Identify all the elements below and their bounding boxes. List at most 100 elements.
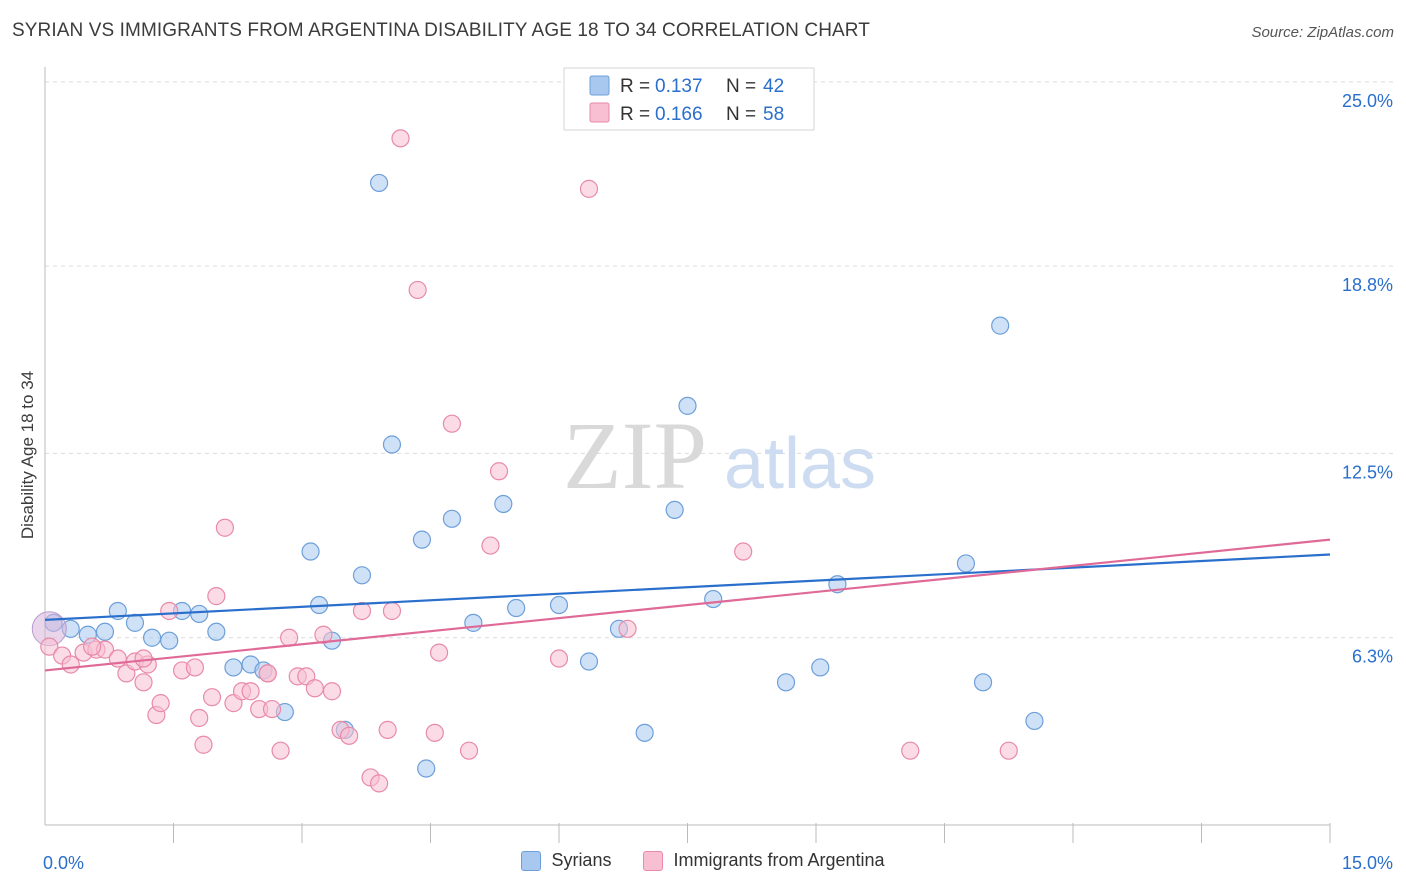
legend-swatch-argentina	[589, 102, 610, 123]
argentina-point-19	[215, 518, 234, 537]
argentina-point-30	[305, 679, 324, 698]
argentina-point-47	[549, 649, 569, 668]
argentina-point-17	[202, 688, 222, 707]
syrian-point-31	[635, 723, 654, 742]
trend-lines	[44, 538, 1331, 672]
argentina-trend-line	[44, 538, 1331, 672]
argentina-point-16	[194, 735, 213, 754]
legend-r-value-0: 0.137	[655, 76, 703, 97]
syrian-point-15	[301, 542, 320, 561]
argentina-point-56	[83, 637, 102, 656]
argentina-point-43	[442, 414, 462, 433]
syrian-point-9	[190, 604, 209, 624]
syrian-point-39	[973, 673, 993, 692]
syrian-point-10	[207, 622, 226, 641]
syrian-point-22	[412, 530, 432, 549]
argentina-point-46	[489, 462, 509, 481]
argentina-point-18	[207, 587, 226, 606]
series-argentina	[40, 129, 1018, 793]
legend-n-value-1: 58	[763, 104, 784, 125]
legend-swatch-argentina-bottom	[643, 850, 664, 871]
syrian-point-28	[549, 595, 569, 615]
y-tick-label-3: 25.0%	[1342, 91, 1393, 111]
syrian-point-33	[678, 396, 697, 415]
syrian-point-6	[142, 628, 162, 647]
argentina-point-25	[262, 699, 282, 719]
argentina-point-26	[271, 741, 290, 760]
argentina-point-45	[481, 536, 500, 555]
legend-r-label-1: R =	[620, 104, 650, 125]
legend-n-value-0: 42	[763, 76, 784, 97]
argentina-point-15	[185, 658, 205, 677]
watermark-atlas: atlas	[724, 424, 876, 504]
legend-box: R = 0.137 N = 42 R = 0.166 N = 58	[563, 67, 815, 131]
legend-swatch-syrians-bottom	[521, 850, 542, 871]
legend-label-argentina: Immigrants from Argentina	[673, 850, 885, 870]
argentina-point-22	[241, 682, 260, 701]
argentina-point-31	[314, 625, 333, 644]
syrian-point-7	[160, 631, 179, 650]
syrian-point-35	[776, 673, 796, 692]
syrian-point-20	[370, 173, 389, 193]
x-tick-label-max: 15.0%	[1342, 853, 1393, 873]
argentina-point-50	[734, 542, 753, 561]
series-syrians	[31, 173, 1044, 778]
argentina-point-32	[322, 682, 342, 701]
legend-item-syrians[interactable]: Syrians	[521, 850, 611, 871]
argentina-point-39	[382, 601, 402, 621]
argentina-point-0	[40, 637, 59, 656]
syrian-point-32	[665, 500, 684, 520]
syrian-trend-line	[44, 553, 1331, 621]
argentina-point-35	[352, 601, 372, 621]
argentina-point-49	[618, 619, 637, 638]
tick-labels: 6.3% 12.5% 18.8% 25.0% 0.0% 15.0%	[43, 91, 1393, 873]
legend-n-label-1: N =	[726, 104, 756, 125]
syrian-point-11	[224, 658, 243, 677]
source-label: Source: ZipAtlas.com	[1251, 24, 1394, 41]
y-tick-label-0: 6.3%	[1352, 647, 1393, 667]
syrian-point-21	[382, 435, 402, 454]
argentina-point-57	[134, 649, 153, 668]
legend-n-label-0: N =	[726, 76, 756, 97]
argentina-point-41	[425, 723, 444, 742]
argentina-point-38	[378, 720, 397, 739]
legend-swatch-syrians	[589, 75, 610, 96]
syrian-point-38	[956, 554, 976, 573]
y-tick-label-1: 12.5%	[1342, 462, 1393, 482]
argentina-point-53	[391, 129, 410, 148]
watermark: ZIP atlas	[563, 402, 876, 509]
bottom-legend: Syrians Immigrants from Argentina	[0, 850, 1406, 871]
syrian-point-34	[704, 589, 723, 609]
axes	[44, 67, 1331, 843]
syrian-point-40	[991, 316, 1010, 335]
argentina-point-52	[999, 741, 1018, 760]
syrian-point-41	[1025, 711, 1044, 731]
syrian-point-23	[417, 759, 436, 778]
syrian-point-3	[95, 622, 115, 641]
legend-r-value-1: 0.166	[655, 104, 703, 125]
watermark-zip: ZIP	[563, 402, 707, 509]
argentina-point-9	[134, 673, 153, 692]
argentina-point-13	[160, 601, 179, 621]
argentina-point-2	[61, 655, 80, 674]
chart-title: SYRIAN VS IMMIGRANTS FROM ARGENTINA DISA…	[12, 20, 870, 41]
legend-item-argentina[interactable]: Immigrants from Argentina	[643, 850, 885, 871]
syrian-point-27	[507, 598, 526, 618]
syrian-point-5	[125, 613, 145, 632]
syrian-point-29	[579, 652, 599, 671]
argentina-point-51	[901, 741, 920, 760]
syrian-point-19	[352, 566, 372, 585]
argentina-point-48	[579, 179, 599, 198]
argentina-point-12	[151, 694, 170, 713]
argentina-point-54	[190, 708, 209, 728]
argentina-point-42	[429, 643, 449, 662]
y-tick-label-2: 18.8%	[1342, 275, 1393, 295]
syrian-point-36	[811, 658, 830, 677]
syrian-point-24	[442, 509, 462, 528]
argentina-point-40	[408, 280, 427, 300]
argentina-point-27	[280, 628, 299, 647]
legend-r-label-0: R =	[620, 76, 650, 97]
legend-label-syrians: Syrians	[551, 850, 612, 870]
syrian-point-25	[464, 613, 483, 632]
